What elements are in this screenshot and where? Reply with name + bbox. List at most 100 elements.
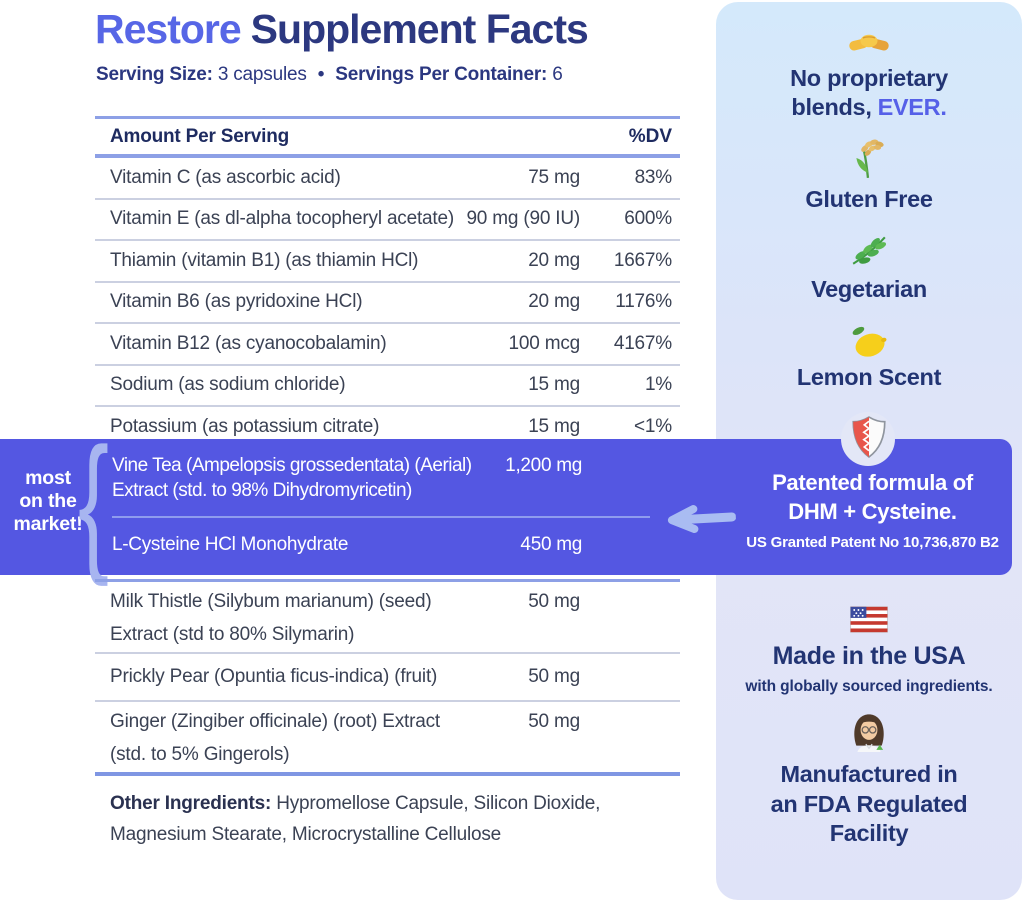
ingredient-name: Vitamin E (as dl-alpha tocopheryl acetat… bbox=[110, 208, 454, 230]
table-row: Milk Thistle (Silybum marianum) (seed) E… bbox=[95, 582, 680, 652]
ingredient-dv: <1% bbox=[634, 415, 672, 437]
claim-line: blends, EVER. bbox=[716, 93, 1022, 122]
band-row-divider bbox=[112, 516, 650, 518]
ingredient-amount: 90 mg (90 IU) bbox=[466, 208, 580, 230]
serving-size-label: Serving Size: bbox=[96, 64, 213, 85]
made-in-usa: Made in the USA with globally sourced in… bbox=[716, 642, 1022, 696]
claim-label: Lemon Scent bbox=[796, 364, 942, 390]
curly-brace: { bbox=[78, 415, 110, 587]
claim-line-accent: EVER. bbox=[877, 94, 947, 120]
ingredient-dv: 83% bbox=[634, 166, 673, 188]
ingredient-name: Vine Tea (Ampelopsis grossedentata) (Aer… bbox=[112, 455, 472, 476]
ingredient-amount: 20 mg bbox=[528, 249, 580, 271]
ingredient-name: Sodium (as sodium chloride) bbox=[110, 374, 346, 396]
claim-label: Gluten Free bbox=[805, 186, 933, 212]
highlight-band: most on the market! { Vine Tea (Ampelops… bbox=[0, 412, 1012, 587]
table-row: Ginger (Zingiber officinale) (root) Extr… bbox=[95, 700, 680, 772]
fda-facility: Manufactured in an FDA Regulated Facilit… bbox=[716, 760, 1022, 849]
ingredient-name: Milk Thistle (Silybum marianum) (seed) E… bbox=[110, 591, 460, 646]
title-rest: Supplement Facts bbox=[250, 6, 589, 52]
ingredient-dv: 1% bbox=[644, 374, 672, 396]
ingredient-name: L-Cysteine HCl Monohydrate bbox=[112, 534, 349, 555]
scientist-icon bbox=[716, 712, 1022, 757]
claim-vegetarian: Vegetarian bbox=[716, 275, 1022, 304]
callout-line: on the bbox=[19, 490, 77, 512]
ingredient-name: Ginger (Zingiber officinale) (root) Extr… bbox=[110, 711, 460, 766]
lemon-icon bbox=[716, 324, 1022, 365]
highlight-rows: Vine Tea (Ampelopsis grossedentata) (Aer… bbox=[112, 439, 650, 575]
herb-icon bbox=[716, 234, 1022, 271]
ingredient-amount: 15 mg bbox=[528, 415, 580, 437]
left-arrow-icon bbox=[651, 502, 737, 541]
most-on-market-callout: most on the market! bbox=[4, 467, 92, 536]
supplement-table-top: Amount Per Serving %DV Vitamin C (as asc… bbox=[95, 116, 680, 450]
claim-label: Vegetarian bbox=[811, 276, 927, 302]
ingredient-name: Vitamin B12 (as cyanocobalamin) bbox=[110, 332, 387, 354]
header-rule bbox=[95, 154, 680, 158]
table-row: Prickly Pear (Opuntia ficus-indica) (fru… bbox=[95, 652, 680, 700]
table-row: Sodium (as sodium chloride) 15 mg 1% bbox=[95, 363, 680, 406]
ingredient-amount: 50 mg bbox=[528, 591, 580, 612]
ingredient-dv: 600% bbox=[624, 208, 672, 230]
ingredient-amount: 75 mg bbox=[528, 166, 580, 188]
table-row: Vitamin B6 (as pyridoxine HCl) 20 mg 117… bbox=[95, 280, 680, 323]
patent-line: DHM + Cysteine. bbox=[788, 499, 957, 524]
ingredient-name: Extract (std. to 98% Dihydromyricetin) bbox=[112, 480, 412, 501]
handshake-icon bbox=[716, 26, 1022, 63]
other-ingredients-text: Hypromellose Capsule, Silicon Dioxide, M… bbox=[110, 793, 601, 845]
ingredient-amount: 20 mg bbox=[528, 291, 580, 313]
ingredient-name: Thiamin (vitamin B1) (as thiamin HCl) bbox=[110, 249, 419, 271]
ingredient-dv: 4167% bbox=[613, 332, 672, 354]
table-header: Amount Per Serving %DV bbox=[95, 119, 680, 154]
ingredient-name-line1: Milk Thistle (Silybum marianum) (seed) bbox=[110, 591, 432, 612]
table-row: Vitamin C (as ascorbic acid) 75 mg 83% bbox=[95, 158, 680, 198]
ingredient-name: Vitamin B6 (as pyridoxine HCl) bbox=[110, 291, 363, 313]
table-row: Potassium (as potassium citrate) 15 mg <… bbox=[95, 405, 680, 447]
servings-per-container-value: 6 bbox=[552, 64, 563, 85]
fda-line: Facility bbox=[829, 820, 909, 846]
patent-line: Patented formula of bbox=[772, 470, 973, 495]
rice-sheaf-icon bbox=[716, 138, 1022, 185]
usa-subtitle: with globally sourced ingredients. bbox=[745, 678, 993, 695]
ingredient-amount: 50 mg bbox=[528, 666, 580, 687]
brand-name: Restore bbox=[95, 6, 242, 52]
other-ingredients-label: Other Ingredients: bbox=[110, 793, 272, 814]
ingredient-amount: 50 mg bbox=[528, 711, 580, 732]
ingredient-name: Prickly Pear (Opuntia ficus-indica) (fru… bbox=[110, 666, 438, 687]
claim-line: No proprietary bbox=[790, 65, 948, 91]
claim-no-proprietary: No proprietary blends, EVER. bbox=[716, 64, 1022, 122]
ingredient-name: Potassium (as potassium citrate) bbox=[110, 415, 380, 437]
ingredient-name-line2: Extract (std to 80% Silymarin) bbox=[110, 624, 355, 645]
ingredient-amount: 15 mg bbox=[528, 374, 580, 396]
patent-number: US Granted Patent No 10,736,870 B2 bbox=[746, 534, 999, 551]
ingredient-dv: 1667% bbox=[613, 249, 672, 271]
percent-dv-header: %DV bbox=[628, 125, 672, 147]
bullet-separator: • bbox=[317, 64, 325, 85]
table-row: Vitamin B12 (as cyanocobalamin) 100 mcg … bbox=[95, 322, 680, 364]
other-ingredients: Other Ingredients: Hypromellose Capsule,… bbox=[110, 788, 670, 850]
ingredient-amount: 450 mg bbox=[520, 534, 582, 555]
table-row: Vitamin E (as dl-alpha tocopheryl acetat… bbox=[95, 197, 680, 240]
ingredient-name-line2: (std. to 5% Gingerols) bbox=[110, 744, 290, 765]
fda-line: Manufactured in bbox=[780, 761, 958, 787]
fda-line: an FDA Regulated bbox=[770, 790, 968, 817]
callout-line: market! bbox=[13, 513, 83, 535]
claim-gluten-free: Gluten Free bbox=[716, 185, 1022, 214]
claim-lemon-scent: Lemon Scent bbox=[716, 363, 1022, 392]
serving-info-line: Serving Size: 3 capsules • Servings Per … bbox=[96, 64, 563, 86]
serving-size-value: 3 capsules bbox=[217, 64, 307, 85]
table-row: Thiamin (vitamin B1) (as thiamin HCl) 20… bbox=[95, 239, 680, 281]
shield-icon bbox=[851, 416, 887, 463]
us-flag-icon bbox=[716, 606, 1022, 638]
amount-per-serving-header: Amount Per Serving bbox=[110, 125, 290, 147]
claim-line-normal: blends, bbox=[791, 94, 872, 120]
callout-line: most bbox=[25, 467, 71, 489]
page-title: Restore Supplement Facts bbox=[95, 6, 589, 53]
ingredient-name-line1: Ginger (Zingiber officinale) (root) Extr… bbox=[110, 711, 441, 732]
ingredient-amount: 1,200 mg bbox=[505, 455, 582, 476]
ingredient-dv: 1176% bbox=[615, 291, 672, 313]
servings-per-container-label: Servings Per Container: bbox=[335, 64, 548, 85]
ingredient-amount: 100 mcg bbox=[508, 332, 581, 354]
ingredient-name: Vitamin C (as ascorbic acid) bbox=[110, 166, 341, 188]
supplement-table-bottom: Milk Thistle (Silybum marianum) (seed) E… bbox=[95, 579, 680, 776]
